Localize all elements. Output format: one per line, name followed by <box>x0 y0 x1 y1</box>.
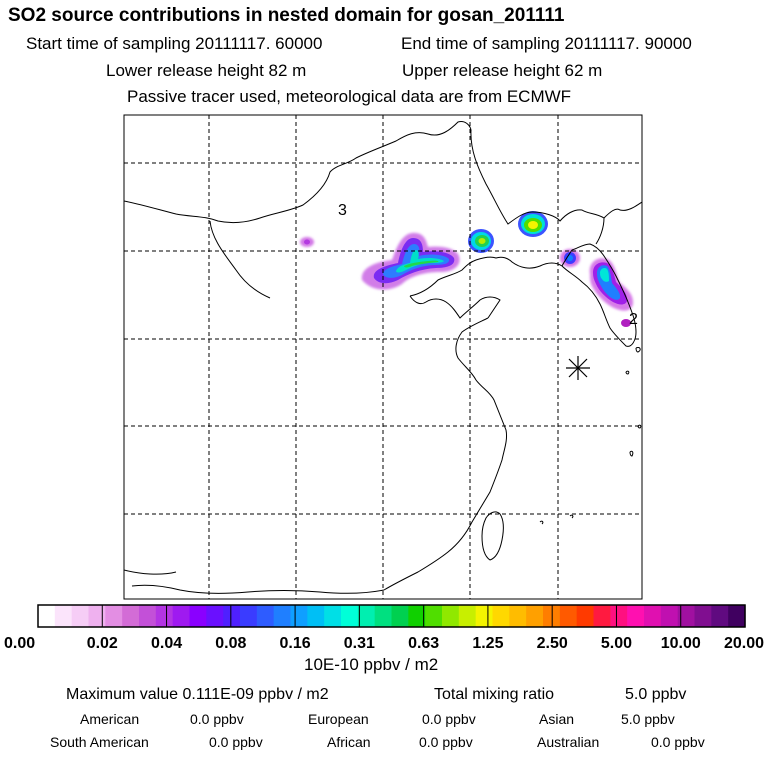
colorbar-swatch <box>88 605 106 627</box>
region-value-australian: 0.0 ppbv <box>651 734 705 750</box>
plume-korea-north <box>560 249 580 267</box>
colorbar-swatch <box>408 605 426 627</box>
plume-korea-seoul <box>589 258 634 327</box>
plume-liaoning-coast <box>468 229 494 253</box>
colorbar-tick-label: 1.25 <box>472 635 503 652</box>
total-mixing-label: Total mixing ratio <box>434 686 555 703</box>
colorbar-swatch <box>677 605 696 627</box>
region-name-south-american: South American <box>50 734 149 750</box>
colorbar-swatch <box>728 605 746 627</box>
colorbar-swatch <box>357 605 376 627</box>
colorbar-swatch <box>492 605 510 627</box>
colorbar-swatch <box>105 605 123 627</box>
colorbar-swatch <box>391 605 409 627</box>
map-content: 3 2 <box>124 115 642 599</box>
colorbar-unit: 10E-10 ppbv / m2 <box>304 655 439 674</box>
colorbar-swatch <box>559 605 578 627</box>
colorbar-tick-label: 2.50 <box>537 635 568 652</box>
colorbar-swatch <box>610 605 628 627</box>
lat-lon-grid <box>124 115 642 599</box>
colorbar-swatch <box>526 605 544 627</box>
colorbar-swatch <box>425 605 443 627</box>
colorbar-swatch <box>627 605 645 627</box>
colorbar-tick-label: 10.00 <box>661 635 701 652</box>
colorbar-swatch <box>711 605 729 627</box>
colorbar-swatch <box>122 605 140 627</box>
region-name-african: African <box>327 734 371 750</box>
colorbar-swatch <box>240 605 258 627</box>
region-name-european: European <box>308 711 369 727</box>
colorbar-swatch <box>576 605 595 627</box>
colorbar-swatch <box>660 605 679 627</box>
colorbar-swatch <box>206 605 224 627</box>
map-frame <box>123 114 643 600</box>
coastlines <box>124 121 642 594</box>
colorbar-tick-label: 20.00 <box>724 635 764 652</box>
region-name-australian: Australian <box>537 734 600 750</box>
colorbar-swatch <box>189 605 207 627</box>
colorbar-swatch <box>273 605 292 627</box>
colorbar-swatch <box>256 605 275 627</box>
colorbar-frame <box>37 604 746 628</box>
colorbar-swatch <box>223 605 241 627</box>
chart-title: SO2 source contributions in nested domai… <box>8 5 565 26</box>
colorbar-swatch <box>593 605 611 627</box>
lower-release-height: Lower release height 82 m <box>106 61 307 80</box>
tracer-note: Passive tracer used, meteorological data… <box>127 87 572 106</box>
upper-release-height: Upper release height 62 m <box>402 61 603 80</box>
marker-label-3: 3 <box>338 202 347 219</box>
colorbar-ticks: 0.00 0.02 0.04 0.08 0.16 0.31 0.63 1.25 2.50 5.00… <box>4 604 764 652</box>
plume-liaoning-north <box>518 211 548 237</box>
end-time-label: End time of sampling 20111117. 90000 <box>401 34 692 53</box>
region-value-asian: 5.0 ppbv <box>621 711 675 727</box>
colorbar-swatch <box>374 605 393 627</box>
colorbar <box>38 605 746 627</box>
colorbar-swatch <box>341 605 359 627</box>
colorbar-tick-label: 5.00 <box>601 635 632 652</box>
colorbar-tick-label: 0.02 <box>87 635 118 652</box>
colorbar-swatch <box>475 605 494 627</box>
colorbar-swatch <box>694 605 712 627</box>
colorbar-swatch <box>644 605 662 627</box>
colorbar-swatch <box>509 605 527 627</box>
colorbar-swatch <box>290 605 308 627</box>
region-name-asian: Asian <box>539 711 575 727</box>
colorbar-swatch <box>155 605 174 627</box>
region-value-american: 0.0 ppbv <box>190 711 244 727</box>
start-time-label: Start time of sampling 20111117. 60000 <box>26 34 323 53</box>
region-value-south-american: 0.0 ppbv <box>209 734 263 750</box>
region-value-european: 0.0 ppbv <box>422 711 476 727</box>
region-value-african: 0.0 ppbv <box>419 734 473 750</box>
colorbar-swatch <box>139 605 157 627</box>
plume-beijing-hebei <box>361 232 460 290</box>
colorbar-tick-label: 0.08 <box>215 635 246 652</box>
receptor-star-icon <box>566 356 590 380</box>
colorbar-tick-label: 0.00 <box>4 635 35 652</box>
colorbar-tick-label: 0.04 <box>151 635 182 652</box>
maximum-value: Maximum value 0.111E-09 ppbv / m2 <box>66 686 329 703</box>
colorbar-swatch <box>172 605 191 627</box>
colorbar-tick-label: 0.16 <box>280 635 311 652</box>
colorbar-swatch <box>307 605 325 627</box>
colorbar-swatch <box>324 605 342 627</box>
colorbar-swatch <box>38 605 56 627</box>
marker-label-2: 2 <box>629 311 638 328</box>
colorbar-swatch <box>71 605 90 627</box>
colorbar-swatch <box>442 605 460 627</box>
colorbar-tick-label: 0.31 <box>344 635 375 652</box>
colorbar-tick-label: 0.63 <box>408 635 439 652</box>
colorbar-swatch <box>458 605 477 627</box>
region-name-american: American <box>80 711 140 727</box>
colorbar-swatch <box>54 605 73 627</box>
plume-inner-mongolia <box>300 237 314 247</box>
total-mixing-value: 5.0 ppbv <box>625 686 687 703</box>
